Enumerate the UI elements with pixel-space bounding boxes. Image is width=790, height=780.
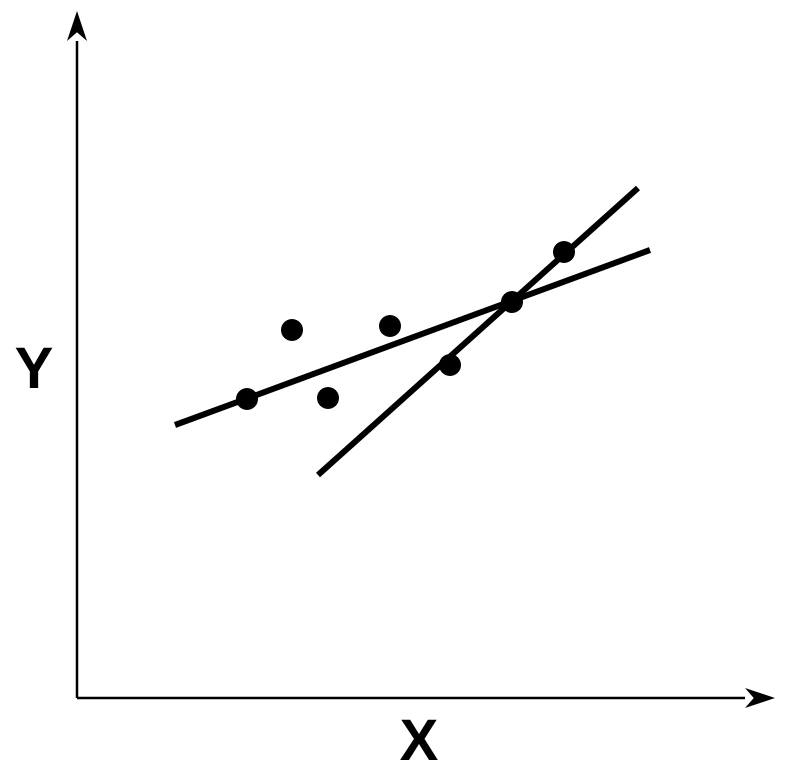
steep-trend-line [315,185,641,478]
y-axis-label: Y [14,336,54,401]
data-point [439,354,461,376]
data-point [379,315,401,337]
data-point [317,387,339,409]
data-point [501,291,523,313]
data-point [281,319,303,341]
data-point [236,388,258,410]
data-point [553,241,575,263]
x-axis-label: X [399,708,439,773]
